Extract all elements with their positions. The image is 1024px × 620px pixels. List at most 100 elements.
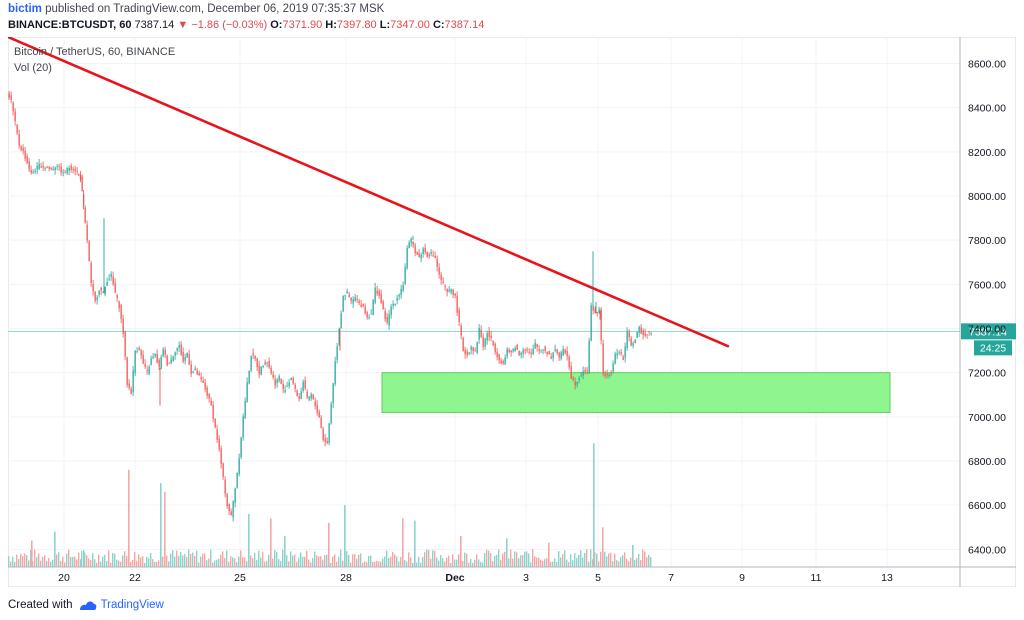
volume-bar — [616, 560, 618, 567]
volume-bar — [114, 553, 116, 567]
candle-body — [578, 378, 580, 380]
candle-body — [406, 247, 408, 269]
candle-body — [548, 351, 550, 355]
candle-body — [642, 330, 644, 335]
volume-bar — [320, 556, 322, 567]
ticker-line: BINANCE:BTCUSDT, 60 7387.14 ▼ −1.86 (−0.… — [8, 19, 484, 31]
candle-body — [150, 358, 152, 365]
volume-bar — [556, 561, 558, 567]
candle-body — [86, 224, 88, 241]
candle-body — [208, 393, 210, 399]
volume-bar — [244, 557, 246, 567]
volume-bar — [232, 557, 234, 567]
volume-legend[interactable]: Vol (20) — [14, 62, 52, 74]
candle-body — [316, 404, 318, 413]
candle-body — [450, 289, 452, 293]
candle-body — [216, 429, 218, 440]
volume-bar — [622, 555, 624, 567]
candle-body — [136, 351, 138, 353]
candle-body — [240, 437, 242, 458]
x-tick-label: 28 — [340, 572, 352, 584]
volume-bar — [266, 561, 268, 567]
volume-bar — [624, 552, 626, 567]
volume-bar — [568, 562, 570, 567]
volume-bar — [52, 559, 54, 567]
volume-bar — [578, 554, 580, 567]
candle-body — [536, 344, 538, 348]
volume-bar — [282, 549, 284, 567]
x-tick-label: 7 — [668, 572, 674, 584]
volume-bar — [484, 553, 486, 567]
candle-body — [334, 361, 336, 385]
volume-bar — [272, 558, 274, 567]
volume-bar — [544, 559, 546, 567]
x-tick-label: 11 — [811, 572, 822, 584]
candle-body — [352, 299, 354, 304]
volume-bar — [254, 552, 256, 567]
candle-body — [618, 352, 620, 354]
volume-spike — [164, 491, 166, 567]
series-legend[interactable]: Bitcoin / TetherUS, 60, BINANCE — [14, 46, 176, 58]
low-value: 7347.00 — [390, 19, 430, 31]
volume-bar — [102, 556, 104, 567]
author-link[interactable]: bictim — [8, 3, 42, 15]
candle-body — [370, 313, 372, 315]
candle-body — [428, 254, 430, 257]
y-tick-label: 7200.00 — [968, 368, 1006, 380]
volume-bar — [228, 561, 230, 567]
candle-body — [608, 374, 610, 376]
close-value: 7387.14 — [444, 19, 485, 31]
volume-bar — [428, 549, 430, 567]
volume-bar — [10, 561, 12, 567]
candle-body — [83, 194, 85, 206]
candle-body — [466, 351, 468, 356]
candle-body — [142, 354, 144, 364]
volume-bar — [66, 553, 68, 567]
volume-bar — [300, 552, 302, 567]
volume-bar — [150, 552, 152, 567]
grid-lines — [8, 37, 960, 567]
candle-body — [280, 378, 282, 384]
volume-bar — [606, 556, 608, 567]
volume-bar — [92, 553, 94, 567]
candle-body — [490, 335, 492, 338]
candle-body — [394, 303, 396, 306]
volume-bar — [634, 559, 636, 567]
candle-body — [524, 349, 526, 351]
volume-bar — [570, 554, 572, 567]
volume-bar — [148, 558, 150, 567]
volume-bar — [124, 551, 126, 567]
volume-bar — [81, 550, 83, 567]
candle-body — [522, 349, 524, 354]
candle-body — [646, 334, 648, 336]
candle-body — [404, 267, 406, 284]
candle-body — [616, 353, 618, 356]
candle-body — [422, 248, 424, 255]
candle-body — [114, 282, 116, 293]
volume-spike — [270, 518, 272, 567]
candle-body — [168, 362, 170, 364]
volume-bar — [292, 555, 294, 567]
volume-bar — [236, 562, 238, 567]
candle-body — [206, 387, 208, 396]
candle-body — [382, 301, 384, 309]
volume-bar — [640, 559, 642, 567]
volume-bar — [16, 554, 18, 567]
volume-bar — [192, 552, 194, 567]
volume-bar — [492, 561, 494, 567]
candle-body — [76, 171, 78, 172]
candle-body — [194, 368, 196, 371]
volume-bar — [22, 556, 24, 567]
volume-bar — [576, 558, 578, 567]
tradingview-link[interactable]: TradingView — [100, 599, 164, 611]
created-with-label: Created with — [8, 599, 73, 611]
volume-bar — [186, 556, 188, 567]
candle-body — [100, 287, 102, 291]
candle-body — [38, 163, 40, 170]
y-tick-label: 8400.00 — [968, 103, 1006, 115]
price-chart[interactable]: 7387.14 24:25 8600.00 8400.00 8200.00 8000.0… — [8, 37, 1016, 587]
volume-bar — [32, 561, 34, 567]
volume-spike — [593, 443, 595, 567]
candle-body — [648, 331, 650, 333]
candle-body — [50, 168, 52, 170]
